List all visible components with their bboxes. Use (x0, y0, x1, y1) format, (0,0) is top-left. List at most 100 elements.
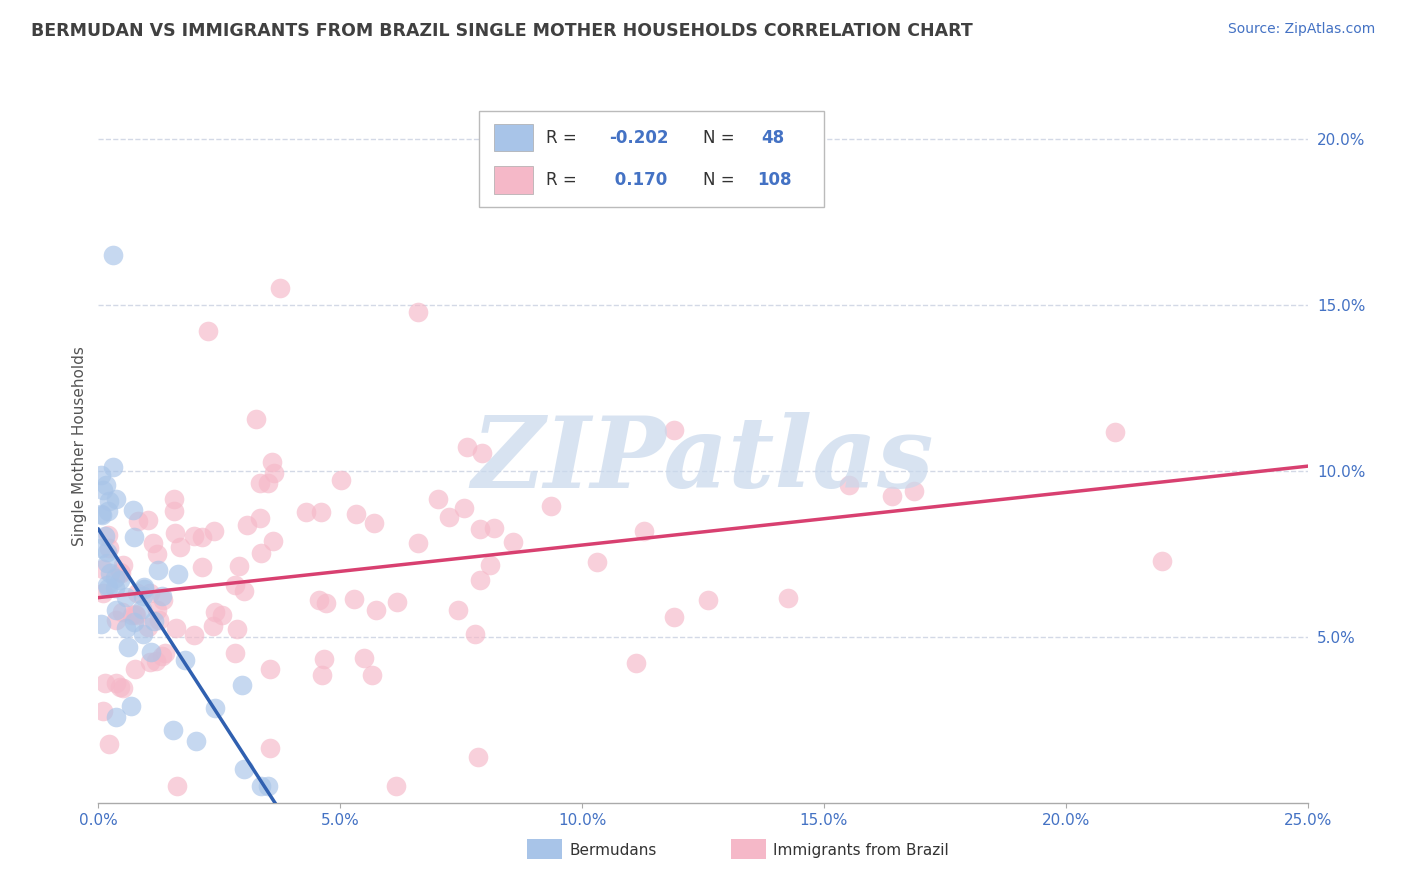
FancyBboxPatch shape (479, 111, 824, 207)
Point (202, 524, 225, 539)
Point (124, 662, 146, 676)
Point (146, 603, 169, 617)
Point (111, 558, 134, 573)
Point (114, 621, 136, 635)
Point (408, 536, 430, 550)
Point (624, 656, 647, 670)
Point (105, 676, 128, 690)
Point (150, 589, 173, 603)
Point (882, 489, 904, 503)
Point (97, 581, 120, 595)
Text: N =: N = (703, 171, 734, 189)
Point (330, 473, 353, 487)
Point (127, 586, 149, 600)
Point (108, 565, 131, 579)
Point (233, 583, 256, 598)
Point (153, 646, 176, 660)
Point (96, 577, 118, 591)
Point (467, 749, 489, 764)
Point (456, 440, 478, 454)
Point (122, 615, 145, 629)
Point (202, 619, 225, 633)
Point (163, 491, 186, 506)
FancyBboxPatch shape (494, 167, 533, 194)
Point (387, 595, 409, 609)
Text: Immigrants from Brazil: Immigrants from Brazil (773, 843, 949, 857)
Point (502, 535, 524, 549)
Point (110, 573, 132, 587)
Point (165, 525, 187, 540)
Point (90, 508, 112, 522)
Point (249, 475, 271, 490)
Point (132, 580, 155, 594)
Point (167, 567, 190, 582)
Point (471, 446, 494, 460)
Point (96, 556, 118, 570)
Point (343, 592, 366, 607)
Point (250, 779, 273, 793)
Point (778, 591, 800, 605)
Point (439, 510, 461, 524)
Point (131, 602, 153, 616)
Point (344, 507, 367, 521)
Point (148, 613, 170, 627)
Point (115, 590, 138, 604)
Point (166, 779, 188, 793)
Point (90, 467, 112, 482)
Point (101, 460, 124, 475)
Point (204, 605, 226, 619)
Point (91, 705, 114, 719)
Text: Bermudans: Bermudans (569, 843, 657, 857)
Point (138, 513, 160, 527)
Point (93, 483, 115, 497)
Point (127, 514, 149, 528)
Point (245, 412, 267, 426)
Point (117, 640, 139, 655)
Point (585, 555, 607, 569)
Point (233, 762, 256, 776)
Point (143, 614, 166, 628)
Point (97, 504, 120, 518)
Point (134, 582, 156, 597)
Point (633, 524, 655, 539)
Point (262, 534, 284, 549)
Point (111, 681, 134, 695)
Point (163, 503, 186, 517)
Point (269, 281, 291, 295)
Point (104, 492, 127, 507)
Point (204, 701, 226, 715)
Y-axis label: Single Mother Households: Single Mother Households (72, 346, 87, 546)
Point (97, 541, 120, 555)
Point (162, 723, 184, 737)
Point (228, 558, 250, 573)
Point (124, 607, 146, 622)
Text: N =: N = (703, 128, 734, 146)
Point (464, 627, 486, 641)
Point (361, 667, 384, 681)
Point (447, 603, 470, 617)
Point (312, 651, 335, 665)
Text: -0.202: -0.202 (609, 128, 668, 146)
Point (838, 478, 860, 492)
Point (190, 559, 212, 574)
FancyBboxPatch shape (494, 124, 533, 151)
Point (108, 680, 131, 694)
Point (363, 516, 385, 530)
Point (903, 483, 925, 498)
Point (662, 610, 685, 624)
Point (249, 511, 271, 525)
Point (98, 493, 121, 508)
Point (231, 678, 253, 692)
Point (197, 325, 219, 339)
Text: 108: 108 (758, 171, 792, 189)
Point (235, 517, 257, 532)
Point (131, 589, 153, 603)
Point (257, 476, 280, 491)
Point (91, 586, 114, 600)
Point (139, 655, 162, 669)
Point (105, 603, 128, 617)
Point (104, 581, 127, 595)
Point (662, 423, 685, 437)
Point (125, 608, 148, 623)
Point (94, 478, 117, 492)
